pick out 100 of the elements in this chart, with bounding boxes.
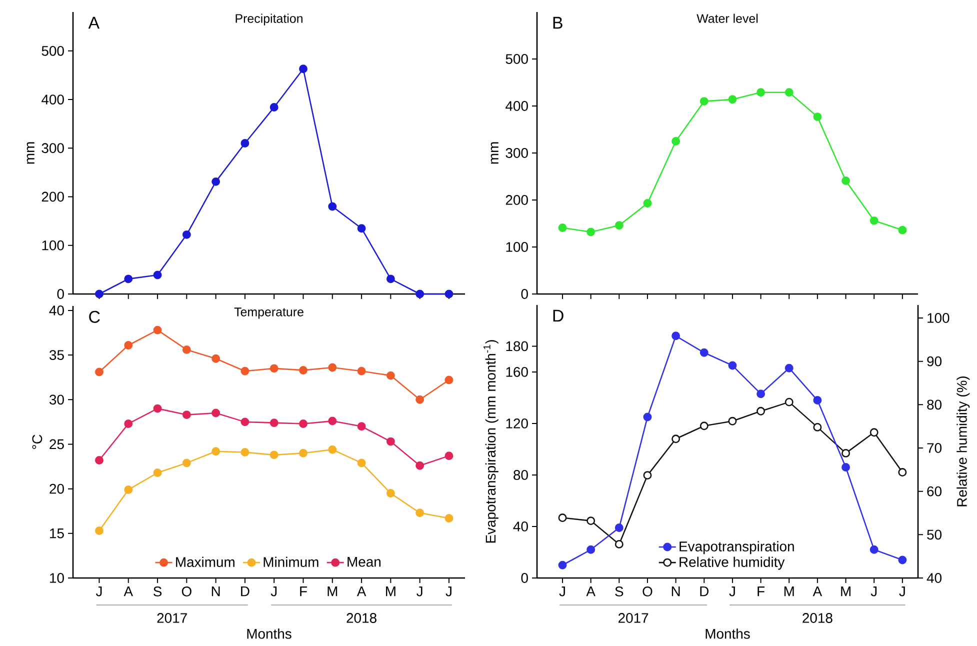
point — [240, 366, 250, 376]
annotation: A — [88, 16, 100, 29]
point — [614, 524, 624, 532]
annotation: D — [553, 310, 564, 322]
x-tick-label: A — [586, 586, 596, 596]
x-tick-label: J — [270, 586, 277, 596]
point — [153, 326, 162, 334]
x-tick-label: J — [96, 586, 102, 596]
x-tick-label: F — [758, 586, 764, 596]
y-axis-title: mm — [490, 142, 498, 164]
point — [357, 224, 366, 233]
y-tick-label: 25 — [50, 439, 64, 450]
point — [813, 396, 822, 405]
point — [728, 416, 737, 426]
x-tick-label: M — [386, 586, 396, 596]
legend-label: Mean — [348, 557, 380, 567]
x-tick-label: N — [672, 586, 680, 596]
chart-title: Temperature — [234, 308, 304, 319]
point — [870, 428, 878, 437]
x-tick-label: S — [154, 586, 162, 596]
point — [700, 422, 708, 430]
point — [898, 468, 907, 476]
x-tick-label: D — [700, 586, 709, 596]
point — [212, 354, 220, 363]
x-tick-label: F — [300, 586, 307, 596]
point — [756, 406, 766, 416]
legend-label: Evapotranspiration — [680, 541, 794, 554]
point — [240, 448, 250, 456]
y2-tick-label: 40 — [926, 573, 942, 583]
point — [299, 64, 308, 74]
y-tick-label: 300 — [42, 143, 64, 154]
y-axis-title: °C — [32, 434, 42, 449]
point — [212, 447, 220, 456]
annotation: B — [553, 16, 562, 29]
x-tick-label: J — [899, 586, 905, 596]
point — [153, 404, 162, 413]
x-axis-title: Months — [706, 628, 750, 639]
y2-tick-label: 100 — [928, 313, 950, 323]
y-tick-label: 30 — [49, 394, 64, 405]
point — [124, 419, 133, 428]
point — [813, 112, 822, 122]
point — [586, 228, 596, 236]
y2-tick-label: 80 — [927, 400, 942, 410]
y-tick-label: 120 — [506, 418, 528, 428]
point — [700, 348, 708, 357]
point — [813, 422, 822, 432]
y2-axis-title: Relative humidity (%) — [956, 376, 970, 506]
x-tick-label: M — [328, 586, 338, 596]
legend-label: Minimum — [264, 556, 318, 568]
point — [182, 345, 191, 354]
point — [328, 445, 337, 454]
point — [586, 516, 596, 526]
y-tick-label: 0 — [57, 289, 64, 299]
x-tick-label: A — [356, 586, 366, 596]
x-tick-label: J — [416, 586, 422, 596]
point — [357, 422, 366, 431]
point — [586, 545, 596, 554]
point — [240, 139, 250, 148]
point — [444, 452, 454, 460]
y-tick-label: 40 — [49, 306, 64, 316]
point — [328, 416, 337, 426]
point — [728, 361, 737, 370]
y-tick-label: 10 — [50, 573, 64, 583]
x-tick-label: J — [729, 586, 735, 596]
point — [416, 290, 424, 298]
point — [386, 371, 395, 380]
y-tick-label: 0 — [521, 573, 528, 583]
x-tick-label: M — [784, 586, 794, 596]
y-tick-label: 500 — [42, 46, 64, 56]
point — [416, 461, 424, 470]
y-tick-label: 0 — [521, 289, 528, 299]
x-tick-label: O — [642, 586, 652, 596]
point — [270, 450, 278, 460]
text: 2017 — [157, 613, 187, 623]
point — [842, 463, 850, 472]
x-tick-label: D — [241, 586, 250, 596]
y2-tick-label: 60 — [927, 486, 942, 496]
point — [357, 366, 366, 376]
point — [357, 458, 366, 468]
y-tick-label: 400 — [42, 94, 64, 104]
point — [182, 410, 191, 420]
x-tick-label: N — [212, 586, 220, 596]
y-tick-label: 15 — [50, 528, 64, 538]
y-tick-label: 40 — [513, 522, 528, 532]
x-tick-label: A — [812, 586, 822, 596]
point — [558, 560, 567, 570]
y-tick-label: 500 — [506, 54, 528, 64]
y-tick-label: 180 — [506, 341, 528, 352]
chart-title: Water level — [696, 14, 758, 23]
y-tick-label: 80 — [514, 470, 528, 480]
point — [614, 540, 624, 548]
point — [784, 364, 794, 372]
legend-label: Maximum — [176, 556, 234, 568]
point — [212, 177, 220, 186]
point — [328, 202, 337, 211]
y-tick-label: 100 — [42, 240, 64, 250]
text: 2017 — [618, 613, 648, 623]
point — [299, 419, 308, 428]
y-tick-label: 400 — [506, 101, 528, 111]
point — [182, 230, 191, 239]
